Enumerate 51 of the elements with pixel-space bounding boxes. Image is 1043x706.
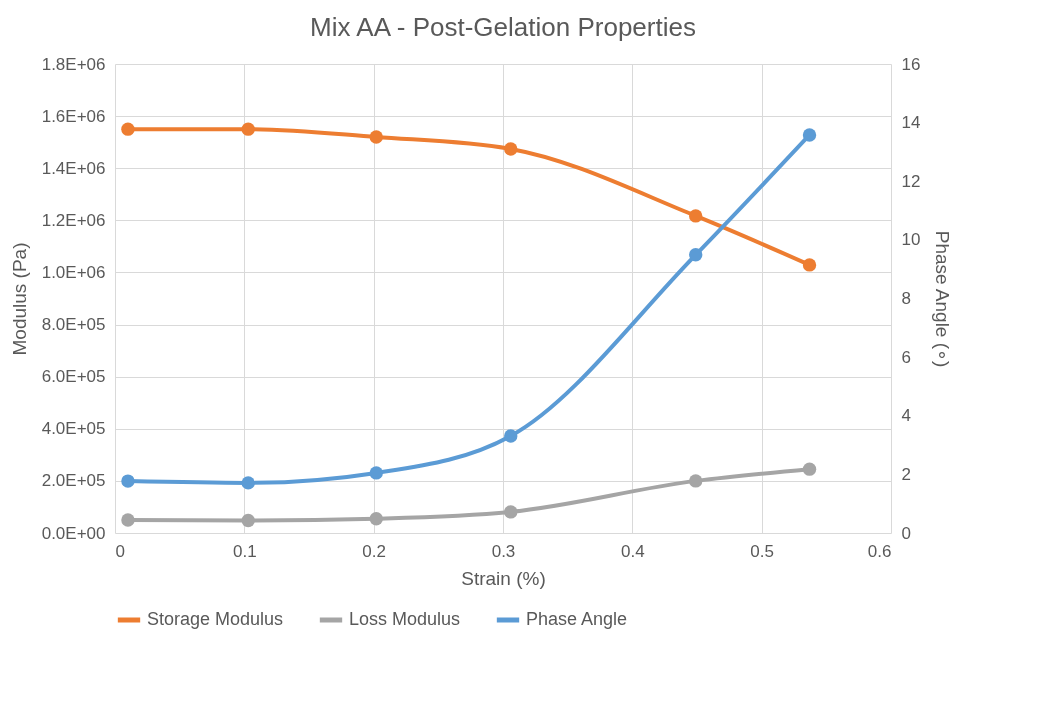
y2-tick-label: 14 — [901, 113, 921, 133]
y-tick-label: 1.0E+06 — [41, 262, 106, 282]
y-tick-label: 0.0E+00 — [41, 523, 106, 543]
x-tick-label: 0.2 — [362, 541, 386, 561]
y-tick-label: 6.0E+05 — [41, 367, 106, 387]
x-tick-label: 0.1 — [233, 541, 257, 561]
point — [369, 130, 383, 144]
y2-tick-label: 0 — [901, 523, 911, 543]
point — [802, 258, 817, 272]
y2-axis-title: Phase Angle (∘) — [932, 230, 954, 368]
legend-label: Loss Modulus — [349, 609, 461, 629]
point — [241, 476, 255, 490]
point — [689, 474, 703, 488]
y2-tick-label: 4 — [901, 406, 911, 426]
x-tick-label: 0.4 — [621, 541, 645, 561]
y-tick-label: 1.2E+06 — [41, 210, 106, 230]
y-tick-label: 1.8E+06 — [41, 54, 106, 74]
point — [121, 122, 135, 136]
y2-tick-label: 10 — [901, 230, 921, 250]
y2-tick-label: 6 — [901, 347, 911, 367]
y-axis-title: Modulus (Pa) — [8, 242, 30, 356]
point — [504, 142, 518, 156]
legend-label: Phase Angle — [526, 609, 628, 629]
y2-tick-label: 12 — [901, 171, 921, 191]
point — [689, 209, 703, 223]
legend-label: Storage Modulus — [147, 609, 284, 629]
y2-tick-label: 2 — [901, 464, 911, 484]
y-tick-label: 4.0E+05 — [41, 419, 106, 439]
point — [802, 462, 817, 476]
point — [802, 128, 817, 142]
x-axis-title: Strain (%) — [461, 567, 546, 589]
y-tick-label: 2.0E+05 — [41, 471, 106, 491]
x-tick-label: 0.6 — [867, 541, 892, 561]
point — [504, 429, 518, 443]
chart-title: Mix AA - Post-Gelation Properties — [310, 12, 696, 42]
x-tick-label: 0.5 — [750, 541, 774, 561]
point — [504, 505, 518, 519]
point — [121, 474, 135, 488]
x-tick-label: 0.3 — [491, 541, 516, 561]
point — [369, 511, 383, 526]
y2-tick-label: 16 — [901, 54, 921, 74]
point — [369, 466, 383, 480]
point — [121, 513, 135, 527]
y-tick-label: 1.6E+06 — [41, 106, 106, 126]
point — [241, 122, 255, 136]
y-tick-label: 8.0E+05 — [41, 315, 106, 335]
point — [241, 513, 255, 528]
point — [689, 248, 703, 262]
x-tick-label: 0 — [115, 541, 125, 561]
y-tick-label: 1.4E+06 — [41, 158, 106, 178]
y2-tick-label: 8 — [901, 289, 911, 308]
